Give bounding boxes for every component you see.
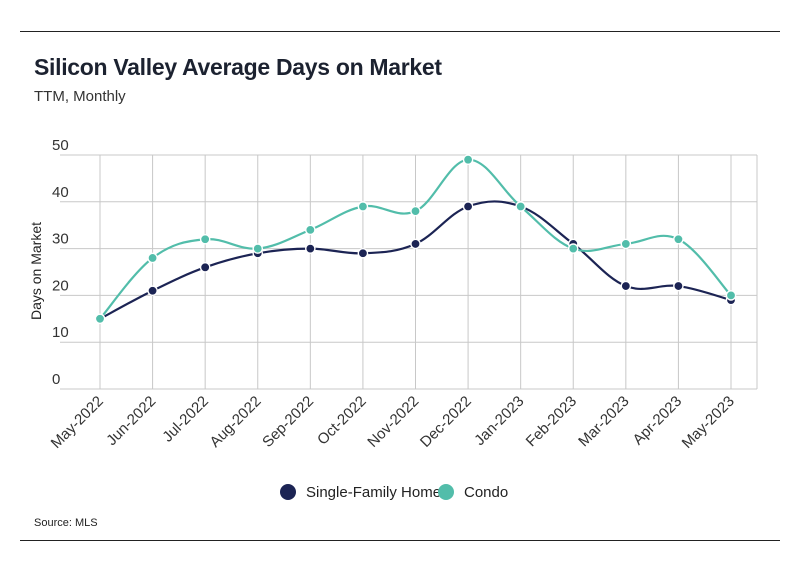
single-family-home-point xyxy=(621,281,630,290)
source-note: Source: MLS xyxy=(34,517,98,529)
legend-marker-single-family-home xyxy=(280,484,296,500)
single-family-home-point xyxy=(358,249,367,258)
condo-point xyxy=(463,155,472,164)
single-family-home-point xyxy=(674,281,683,290)
condo-point xyxy=(516,202,525,211)
y-tick-label: 40 xyxy=(52,184,69,201)
y-tick-label: 20 xyxy=(52,277,69,294)
legend-marker-condo xyxy=(438,484,454,500)
condo-point xyxy=(253,244,262,253)
legend: Single-Family Home Condo xyxy=(280,484,508,501)
grid xyxy=(60,155,757,389)
condo-point xyxy=(569,244,578,253)
x-tick-label: Mar-2023 xyxy=(575,393,632,450)
x-tick-label: Aug-2022 xyxy=(207,393,265,451)
single-family-home-point xyxy=(463,202,472,211)
x-tick-label: Jun-2022 xyxy=(103,393,159,449)
x-tick-label: Sep-2022 xyxy=(259,393,317,451)
y-tick-label: 0 xyxy=(52,371,60,388)
x-tick-label: May-2023 xyxy=(679,393,738,452)
condo-point xyxy=(726,291,735,300)
condo-point xyxy=(674,235,683,244)
x-tick-label: Apr-2023 xyxy=(630,393,686,449)
x-tick-label: Nov-2022 xyxy=(364,393,422,451)
legend-label-single-family-home: Single-Family Home xyxy=(306,484,441,501)
single-family-home-point xyxy=(306,244,315,253)
x-tick-label: Jan-2023 xyxy=(471,393,527,449)
x-tick-label: Dec-2022 xyxy=(417,393,475,451)
single-family-home-point xyxy=(411,239,420,248)
condo-point xyxy=(306,225,315,234)
single-family-home-point xyxy=(201,263,210,272)
condo-point xyxy=(358,202,367,211)
single-family-home-point xyxy=(148,286,157,295)
x-tick-label: Feb-2023 xyxy=(523,393,580,450)
condo-point xyxy=(621,239,630,248)
condo-point xyxy=(148,253,157,262)
x-tick-label: Oct-2022 xyxy=(314,393,370,449)
condo-point xyxy=(201,235,210,244)
y-axis-label: Days on Market xyxy=(28,222,44,320)
legend-label-condo: Condo xyxy=(464,484,508,501)
x-tick-label: Jul-2022 xyxy=(159,393,212,446)
condo-point xyxy=(95,314,104,323)
condo-point xyxy=(411,207,420,216)
line-chart: 0 10 20 30 40 50 May-2022Jun-2022 Jul-2022Aug-… xyxy=(0,0,799,575)
y-axis: 0 10 20 30 40 50 xyxy=(52,137,69,388)
y-tick-label: 30 xyxy=(52,231,69,248)
bottom-rule xyxy=(20,540,780,541)
y-tick-label: 50 xyxy=(52,137,69,154)
x-tick-label: May-2022 xyxy=(48,393,107,452)
y-tick-label: 10 xyxy=(52,324,69,341)
